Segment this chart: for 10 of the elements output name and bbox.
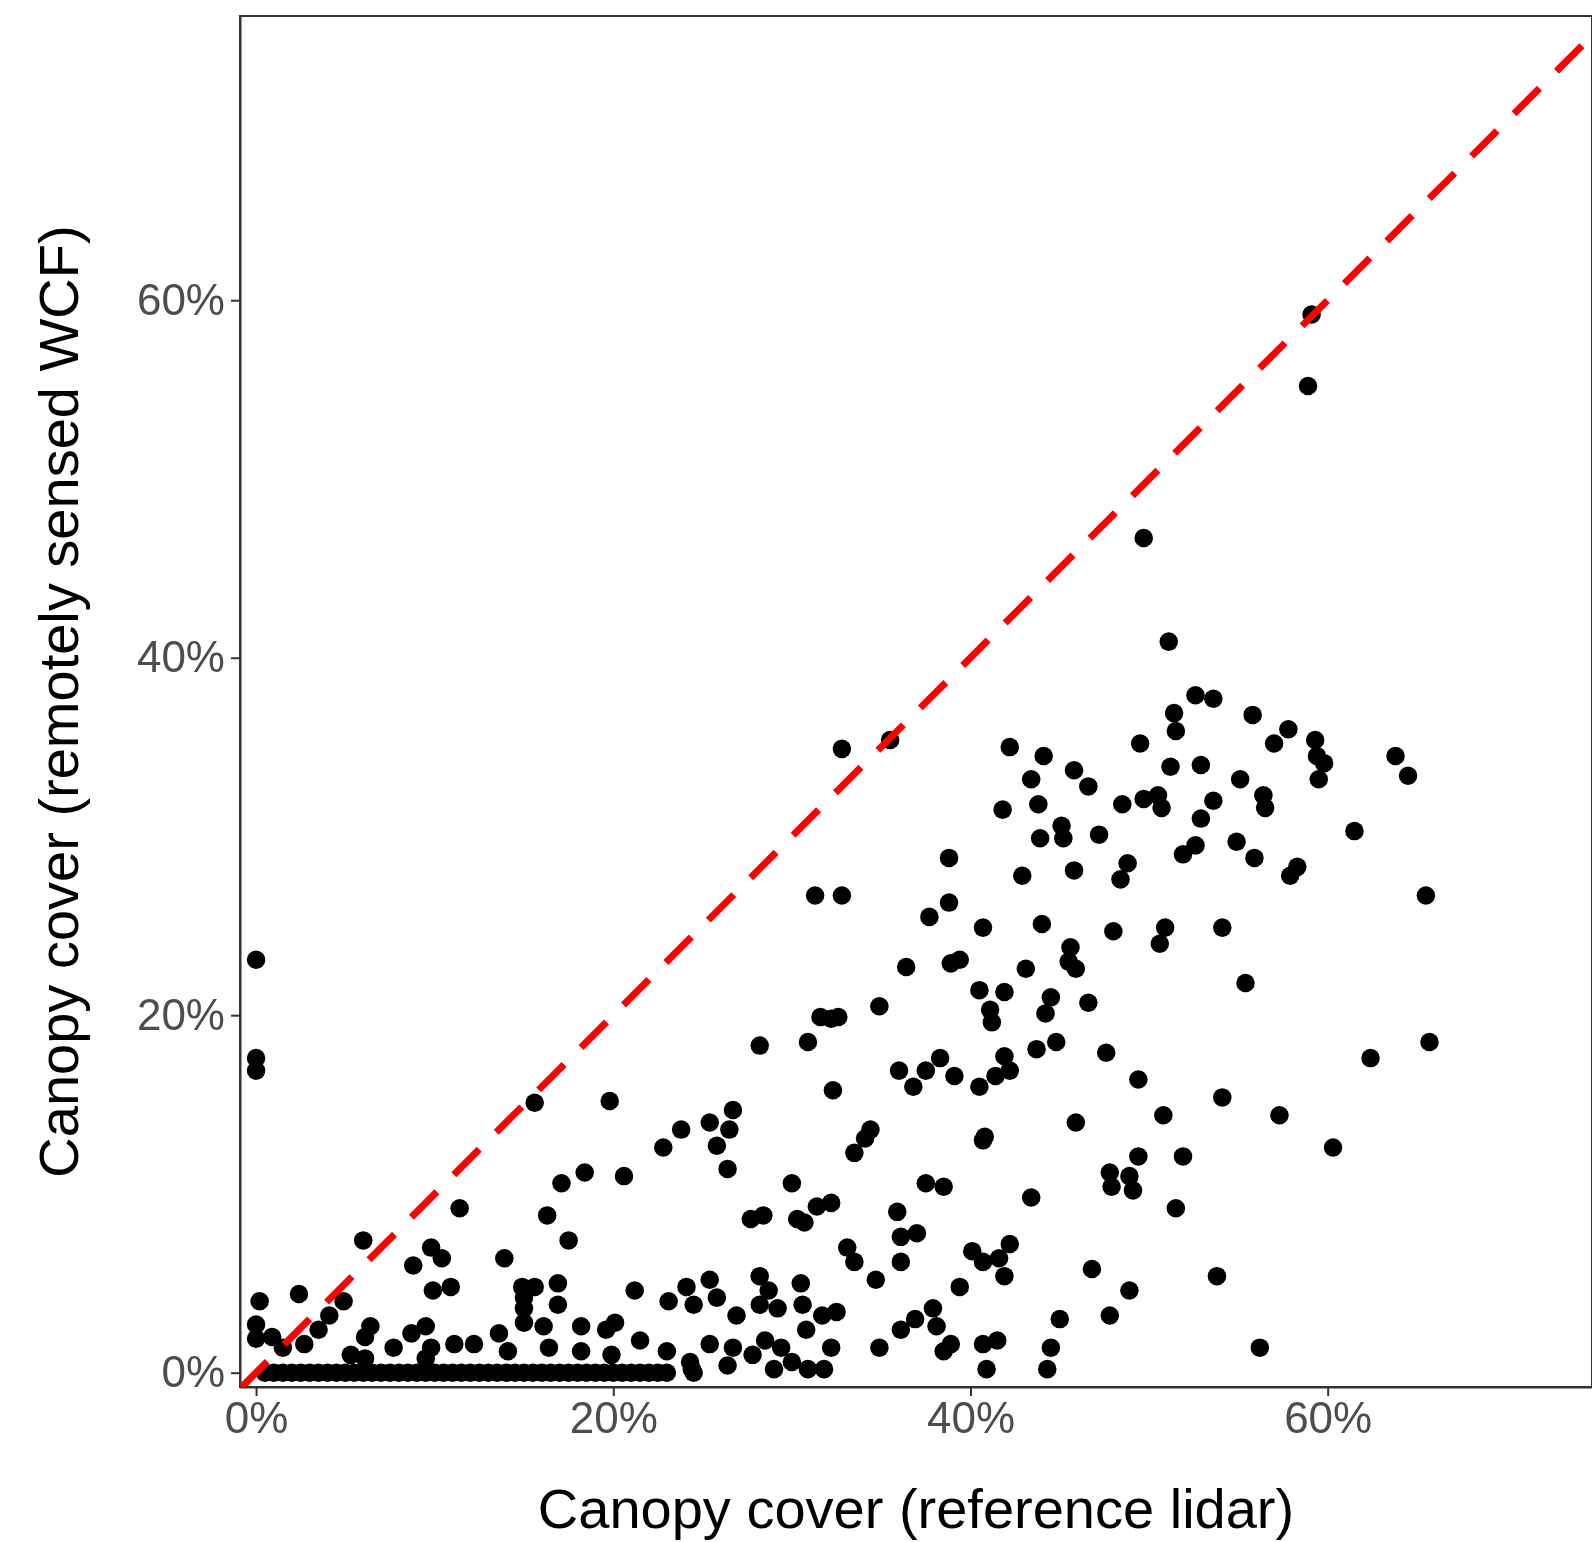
x-tick-label: 0% xyxy=(224,1393,289,1443)
y-tick-label: 40% xyxy=(136,632,225,682)
x-axis-title: Canopy cover (reference lidar) xyxy=(537,1477,1295,1540)
x-tick-label: 40% xyxy=(926,1393,1016,1443)
x-tick-label: 60% xyxy=(1284,1393,1373,1443)
y-tick-label: 20% xyxy=(136,989,225,1039)
y-tick-label: 60% xyxy=(136,274,225,324)
y-tick-label: 0% xyxy=(161,1347,225,1397)
x-tick-label: 20% xyxy=(569,1393,658,1443)
y-axis-title: Canopy cover (remotely sensed WCF) xyxy=(27,225,90,1178)
